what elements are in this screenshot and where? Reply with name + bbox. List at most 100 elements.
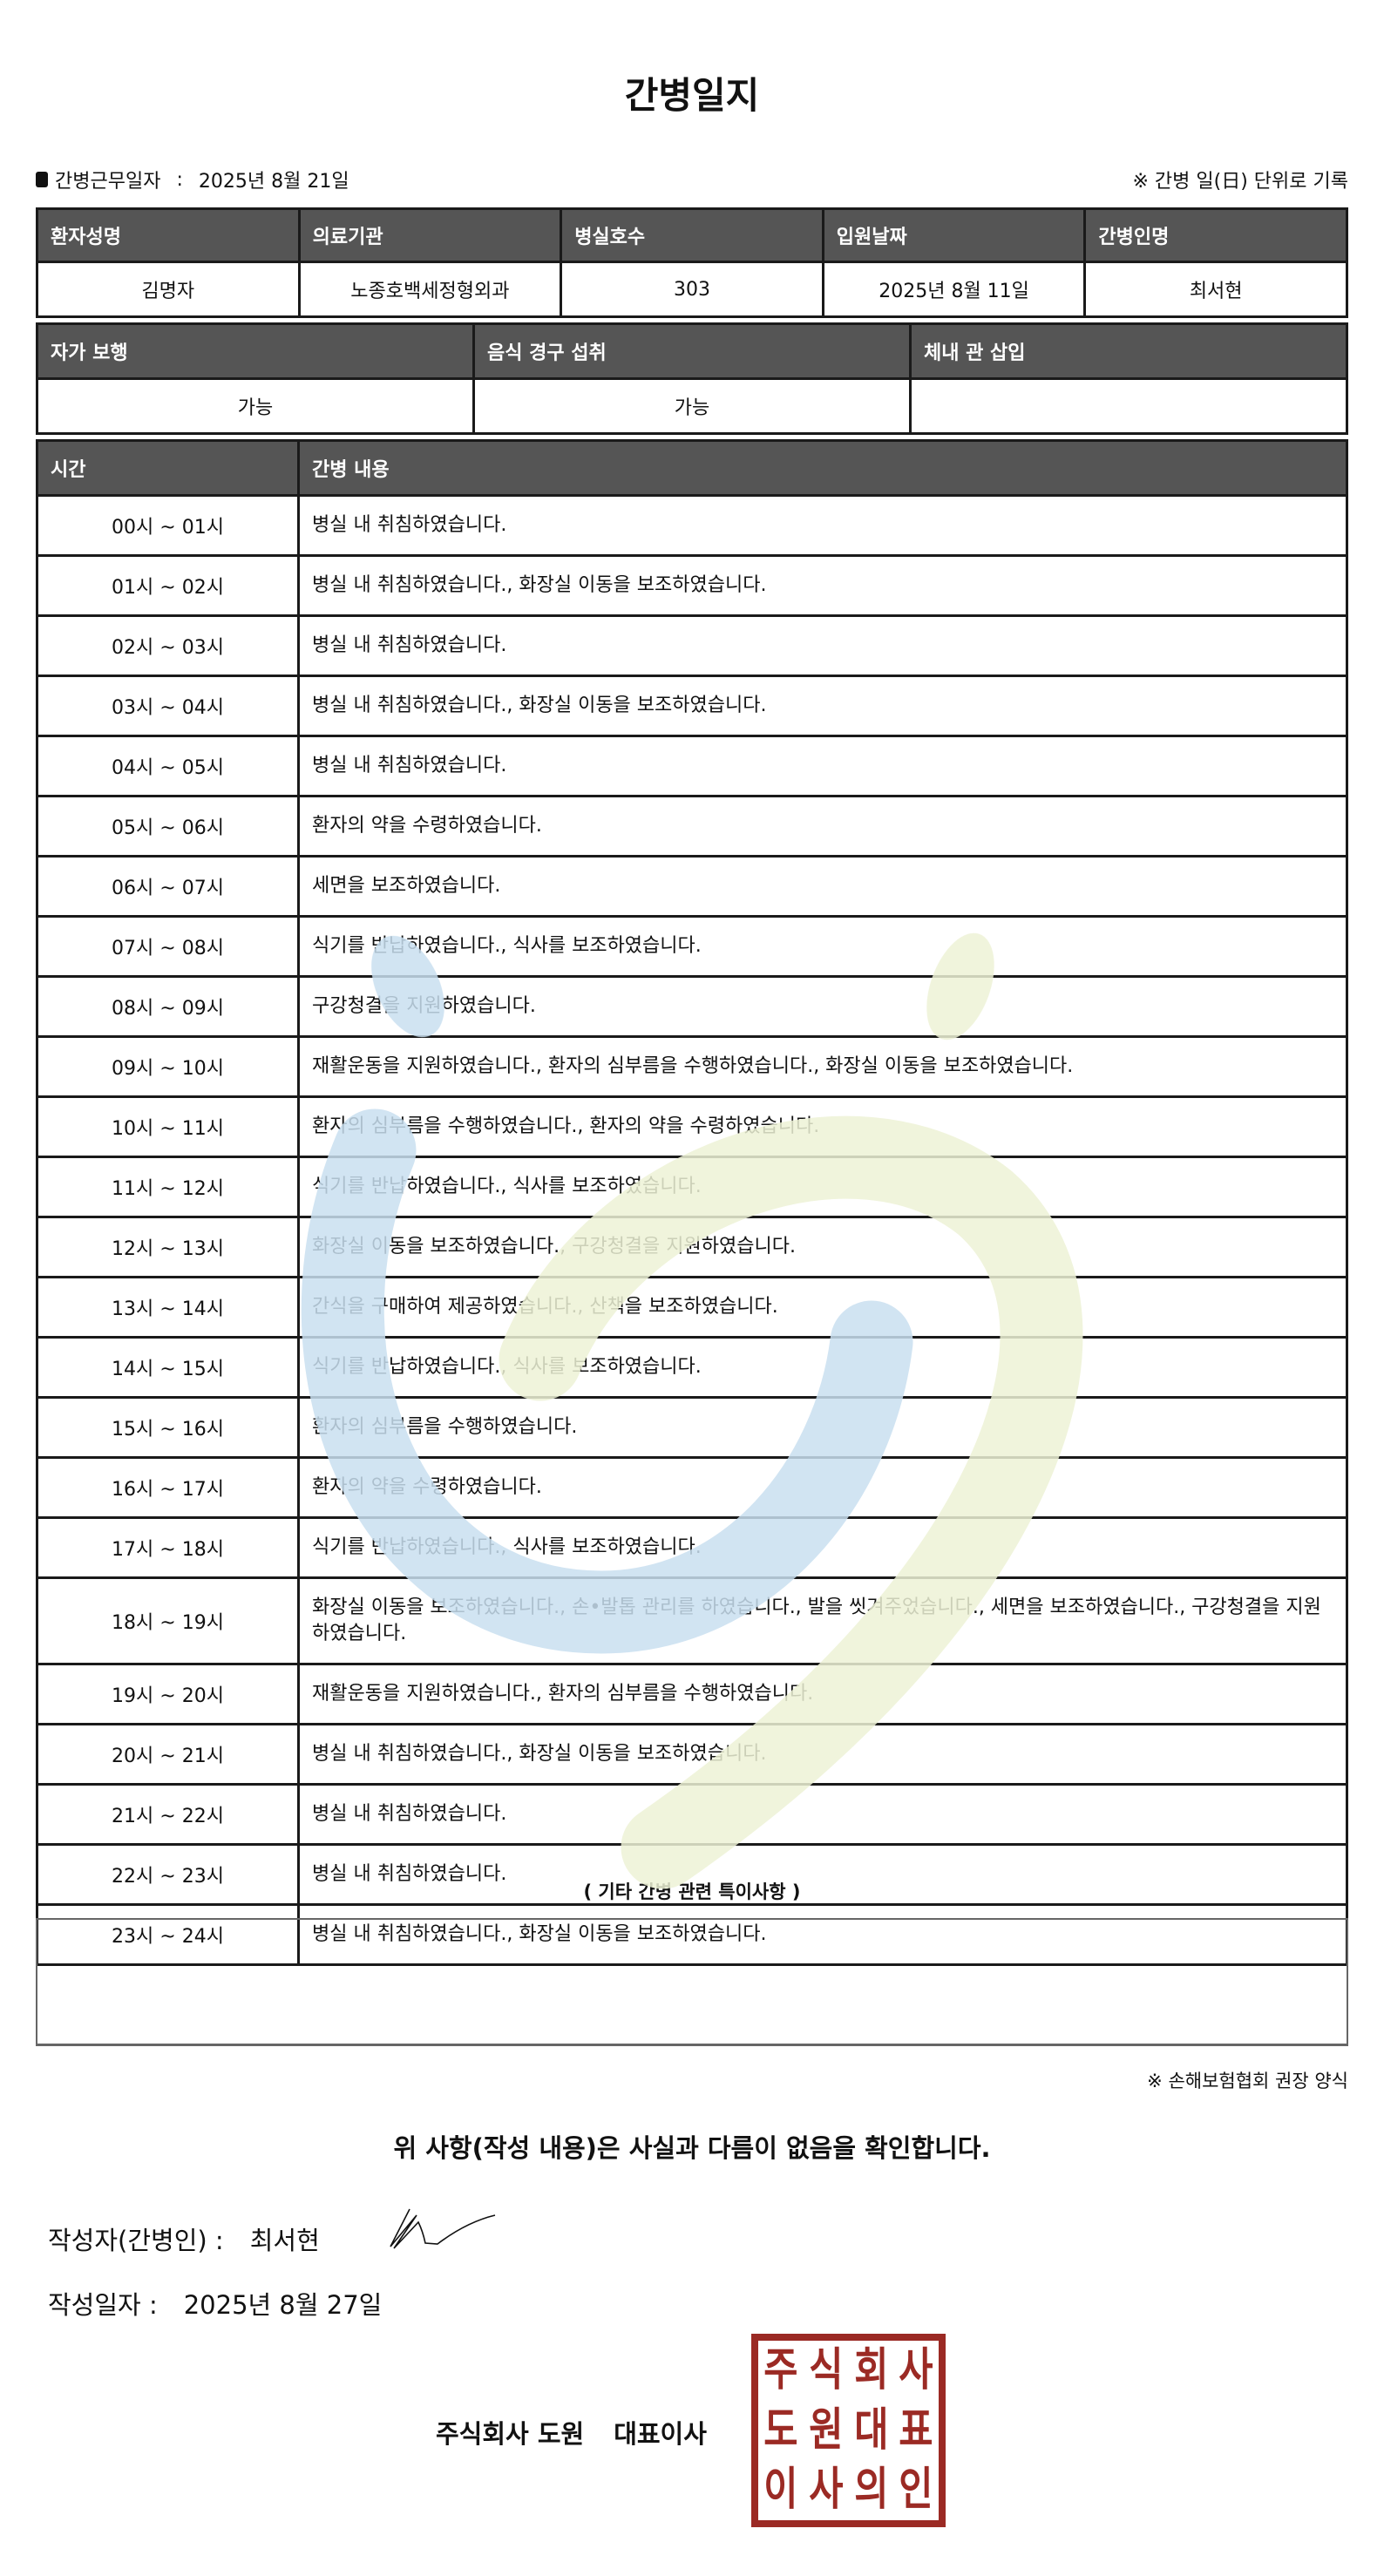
time-slot: 23시 ~ 24시 (36, 1903, 300, 1966)
table-row: 08시 ~ 09시 구강청결을 지원하였습니다. (36, 975, 1348, 1038)
written-date-line: 작성일자 : 2025년 8월 27일 (48, 2285, 382, 2322)
time-slot: 06시 ~ 07시 (36, 855, 300, 918)
care-content: 환자의 심부름을 수행하였습니다., 환자의 약을 수령하였습니다. (297, 1095, 1348, 1158)
seal-character: 회 (853, 2344, 888, 2396)
time-slot: 12시 ~ 13시 (36, 1216, 300, 1278)
time-slot: 05시 ~ 06시 (36, 795, 300, 858)
separator: : (176, 168, 183, 191)
patient-name: 김명자 (36, 261, 301, 318)
form-source-note: ※ 손해보험협회 권장 양식 (1147, 2071, 1348, 2091)
special-notes-label: ( 기타 간병 관련 특이사항 ) (583, 1881, 801, 1902)
tube-insertion-value (909, 377, 1348, 435)
care-log-table: 시간 간병 내용 00시 ~ 01시 병실 내 취침하였습니다. 01시 ~ 02시… (36, 439, 1348, 1966)
time-slot: 15시 ~ 16시 (36, 1396, 300, 1459)
writer-label: 작성자(간병인) : (48, 2226, 224, 2255)
header-tube-insertion: 체내 관 삽입 (909, 322, 1348, 380)
time-slot: 21시 ~ 22시 (36, 1783, 300, 1846)
care-content: 간식을 구매하여 제공하였습니다., 산책을 보조하였습니다. (297, 1276, 1348, 1339)
oral-intake-value: 가능 (472, 377, 912, 435)
care-content: 식기를 반납하였습니다., 식사를 보조하였습니다. (297, 1516, 1348, 1579)
table-row: 15시 ~ 16시 환자의 심부름을 수행하였습니다. (36, 1396, 1348, 1459)
care-content: 환자의 약을 수령하였습니다. (297, 795, 1348, 858)
time-slot: 11시 ~ 12시 (36, 1156, 300, 1218)
company-title: 대표이사 (614, 2419, 707, 2449)
care-content: 세면을 보조하였습니다. (297, 855, 1348, 918)
header-care-content: 간병 내용 (297, 439, 1348, 497)
table-row: 16시 ~ 17시 환자의 약을 수령하였습니다. (36, 1456, 1348, 1519)
time-slot: 13시 ~ 14시 (36, 1276, 300, 1339)
seal-character: 사 (899, 2344, 933, 2396)
time-slot: 08시 ~ 09시 (36, 975, 300, 1038)
header-self-walking: 자가 보행 (36, 322, 475, 380)
time-slot: 04시 ~ 05시 (36, 735, 300, 797)
care-content: 식기를 반납하였습니다., 식사를 보조하였습니다. (297, 915, 1348, 978)
room-number: 303 (560, 261, 824, 318)
table-row: 03시 ~ 04시 병실 내 취침하였습니다., 화장실 이동을 보조하였습니다. (36, 675, 1348, 737)
table-row: 14시 ~ 15시 식기를 반납하였습니다., 식사를 보조하였습니다. (36, 1336, 1348, 1399)
table-row: 06시 ~ 07시 세면을 보조하였습니다. (36, 855, 1348, 918)
care-content: 병실 내 취침하였습니다. (297, 735, 1348, 797)
time-slot: 01시 ~ 02시 (36, 554, 300, 617)
table-row: 02시 ~ 03시 병실 내 취침하였습니다. (36, 614, 1348, 677)
hospital: 노종호백세정형외과 (297, 261, 563, 318)
time-slot: 00시 ~ 01시 (36, 494, 300, 557)
care-content: 병실 내 취침하였습니다. (297, 494, 1348, 557)
written-date-value: 2025년 8월 27일 (183, 2290, 383, 2320)
table-row: 11시 ~ 12시 식기를 반납하였습니다., 식사를 보조하였습니다. (36, 1156, 1348, 1218)
patient-status-table: 자가 보행 음식 경구 섭취 체내 관 삽입 가능 가능 (36, 322, 1348, 435)
seal-character: 표 (899, 2403, 933, 2457)
seal-character: 의 (853, 2464, 888, 2517)
table-row: 09시 ~ 10시 재활운동을 지원하였습니다., 환자의 심부름을 수행하였습니… (36, 1035, 1348, 1098)
care-content: 화장실 이동을 보조하였습니다., 손•발톱 관리를 하였습니다., 발을 씻겨… (297, 1576, 1348, 1665)
seal-character: 인 (899, 2464, 933, 2517)
work-date-value: 2025년 8월 21일 (198, 171, 349, 193)
seal-character: 원 (809, 2403, 844, 2457)
seal-character: 이 (763, 2464, 798, 2517)
work-date-label: 간병근무일자 (55, 171, 161, 193)
time-slot: 02시 ~ 03시 (36, 614, 300, 677)
header-patient-name: 환자성명 (36, 207, 301, 263)
table-row: 00시 ~ 01시 병실 내 취침하였습니다. (36, 494, 1348, 557)
care-content: 환자의 약을 수령하였습니다. (297, 1456, 1348, 1519)
work-date-line: 간병근무일자 : 2025년 8월 21일 (36, 166, 349, 193)
header-hospital: 의료기관 (297, 207, 563, 263)
seal-character: 도 (763, 2403, 798, 2457)
table-row: 20시 ~ 21시 병실 내 취침하였습니다., 화장실 이동을 보조하였습니다. (36, 1723, 1348, 1786)
care-content: 병실 내 취침하였습니다., 화장실 이동을 보조하였습니다. (297, 1903, 1348, 1966)
time-slot: 19시 ~ 20시 (36, 1663, 300, 1725)
admission-date: 2025년 8월 11일 (821, 261, 1087, 318)
time-slot: 22시 ~ 23시 (36, 1843, 300, 1906)
care-content: 병실 내 취침하였습니다. (297, 1783, 1348, 1846)
company-line: 주식회사 도원 대표이사 (436, 2414, 707, 2451)
seal-character: 주 (763, 2344, 798, 2396)
care-content: 병실 내 취침하였습니다., 화장실 이동을 보조하였습니다. (297, 1723, 1348, 1786)
care-content: 재활운동을 지원하였습니다., 환자의 심부름을 수행하였습니다. (297, 1663, 1348, 1725)
record-unit-note: ※ 간병 일(日) 단위로 기록 (1132, 171, 1349, 193)
confirmation-statement: 위 사항(작성 내용)은 사실과 다름이 없음을 확인합니다. (393, 2133, 991, 2163)
special-notes-box (36, 1918, 1348, 2046)
care-content: 환자의 심부름을 수행하였습니다. (297, 1396, 1348, 1459)
writer-name: 최서현 (249, 2226, 320, 2255)
header-admission-date: 입원날짜 (821, 207, 1087, 263)
table-row: 05시 ~ 06시 환자의 약을 수령하였습니다. (36, 795, 1348, 858)
table-row: 21시 ~ 22시 병실 내 취침하였습니다. (36, 1783, 1348, 1846)
page-title: 간병일지 (624, 74, 760, 117)
table-row: 01시 ~ 02시 병실 내 취침하였습니다., 화장실 이동을 보조하였습니다. (36, 554, 1348, 617)
seal-character: 사 (809, 2464, 844, 2517)
seal-character: 대 (853, 2403, 888, 2457)
table-row: 10시 ~ 11시 환자의 심부름을 수행하였습니다., 환자의 약을 수령하였습… (36, 1095, 1348, 1158)
writer-line: 작성자(간병인) : 최서현 (48, 2220, 320, 2257)
time-slot: 18시 ~ 19시 (36, 1576, 300, 1665)
self-walking-value: 가능 (36, 377, 475, 435)
table-row: 19시 ~ 20시 재활운동을 지원하였습니다., 환자의 심부름을 수행하였습니… (36, 1663, 1348, 1725)
care-content: 구강청결을 지원하였습니다. (297, 975, 1348, 1038)
time-slot: 07시 ~ 08시 (36, 915, 300, 978)
care-content: 병실 내 취침하였습니다., 화장실 이동을 보조하였습니다. (297, 675, 1348, 737)
header-time: 시간 (36, 439, 300, 497)
time-slot: 20시 ~ 21시 (36, 1723, 300, 1786)
time-slot: 17시 ~ 18시 (36, 1516, 300, 1579)
table-row: 23시 ~ 24시 병실 내 취침하였습니다., 화장실 이동을 보조하였습니다. (36, 1903, 1348, 1966)
written-date-label: 작성일자 : (48, 2290, 158, 2320)
care-content: 병실 내 취침하였습니다. (297, 614, 1348, 677)
